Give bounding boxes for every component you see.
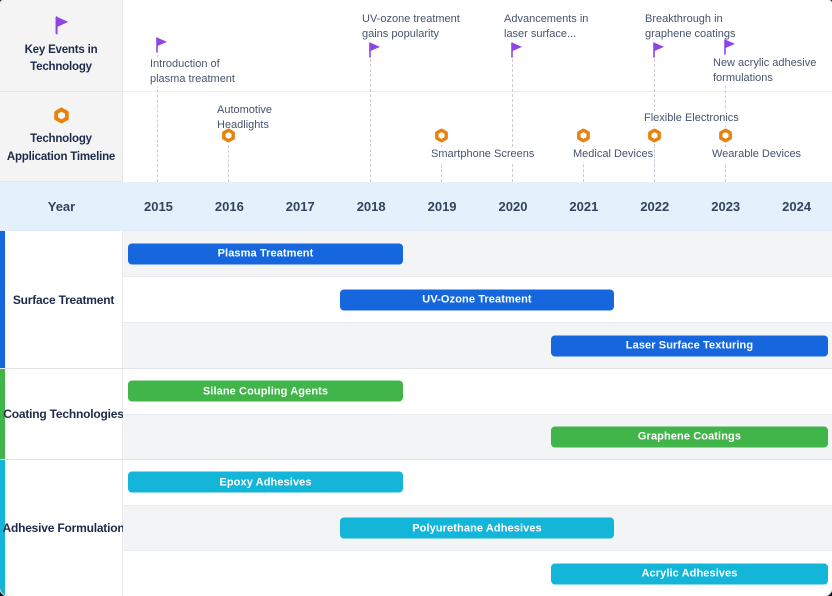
gantt-section-coating-technologies: Coating Technologies Silane Coupling Age… — [0, 368, 832, 459]
flag-icon[interactable] — [153, 36, 169, 54]
year-tick: 2017 — [285, 198, 315, 214]
task-bar-acrylic-adhesives[interactable]: Acrylic Adhesives — [551, 563, 828, 585]
section-accent-strip — [0, 369, 5, 459]
flag-icon[interactable] — [366, 41, 382, 59]
guide-line-2020 — [512, 59, 513, 182]
key-event-label: Breakthrough in graphene coatings — [644, 12, 758, 42]
task-bar-graphene-coatings[interactable]: Graphene Coatings — [551, 426, 828, 448]
gantt-row: Silane Coupling Agents — [123, 369, 832, 414]
year-tick: 2020 — [498, 198, 528, 214]
guide-line-2016-app — [228, 145, 229, 182]
year-tick: 2023 — [711, 198, 741, 214]
app-timeline-header-cell: Technology Application Timeline — [0, 92, 123, 182]
year-axis-title: Year — [47, 198, 76, 214]
gantt-row: Laser Surface Texturing — [123, 322, 832, 368]
year-tick: 2018 — [356, 198, 386, 214]
guide-line-2018 — [370, 59, 371, 182]
task-bar-silane-coupling-agents[interactable]: Silane Coupling Agents — [128, 380, 403, 402]
guide-line-2022-app — [654, 145, 655, 182]
year-tick: 2021 — [569, 198, 599, 214]
year-tick: 2024 — [782, 198, 812, 214]
hexagon-marker-icon — [53, 107, 69, 124]
task-bar-epoxy-adhesives[interactable]: Epoxy Adhesives — [128, 471, 403, 493]
app-event-label: Wearable Devices — [711, 147, 803, 162]
guide-line-2019-app — [441, 145, 442, 182]
gantt-section-adhesive-formulation: Adhesive Formulation Epoxy Adhesives Pol… — [0, 459, 832, 596]
flag-icon[interactable] — [508, 41, 524, 59]
app-event-label: Medical Devices — [572, 147, 655, 162]
gantt-row: Epoxy Adhesives — [123, 460, 832, 505]
section-accent-strip — [0, 460, 5, 596]
task-bar-polyurethane-adhesives[interactable]: Polyurethane Adhesives — [340, 517, 614, 539]
gantt-body: Surface Treatment Plasma Treatment UV-Oz… — [0, 231, 832, 596]
hexagon-marker-icon[interactable] — [221, 128, 236, 143]
gantt-row: Graphene Coatings — [123, 413, 832, 459]
section-label: Coating Technologies — [3, 369, 124, 459]
year-tick: 2022 — [640, 198, 670, 214]
key-event-label: UV-ozone treatment gains popularity — [361, 12, 477, 42]
hexagon-marker-icon[interactable] — [718, 128, 733, 143]
key-event-label: Advancements in laser surface... — [503, 12, 609, 42]
year-axis-row: Year 2015 2016 2017 2018 2019 2020 2021 … — [0, 182, 832, 231]
year-tick: 2019 — [427, 198, 457, 214]
app-event-label: Smartphone Screens — [430, 147, 536, 162]
guide-line-2015 — [157, 55, 158, 182]
gantt-row: Polyurethane Adhesives — [123, 504, 832, 551]
gantt-row: UV-Ozone Treatment — [123, 276, 832, 322]
gantt-row: Plasma Treatment — [123, 231, 832, 276]
hexagon-marker-icon[interactable] — [576, 128, 591, 143]
hexagon-marker-icon[interactable] — [434, 128, 449, 143]
key-event-label: Introduction of plasma treatment — [149, 57, 253, 87]
app-event-label: Flexible Electronics — [643, 111, 740, 126]
section-accent-strip — [0, 231, 5, 368]
year-tick: 2016 — [214, 198, 244, 214]
flag-icon — [55, 15, 69, 35]
section-label: Adhesive Formulation — [2, 460, 125, 596]
key-events-header-label: Key Events in Technology — [24, 43, 98, 73]
header-row-divider — [123, 91, 832, 92]
flag-icon[interactable] — [721, 38, 737, 56]
key-event-label: New acrylic adhesive formulations — [712, 56, 832, 86]
task-bar-laser-surface-texturing[interactable]: Laser Surface Texturing — [551, 335, 828, 356]
app-event-label: Automotive Headlights — [216, 103, 296, 133]
guide-line-2021-app — [583, 145, 584, 182]
year-tick: 2015 — [143, 198, 173, 214]
hexagon-marker-icon[interactable] — [647, 128, 662, 143]
guide-line-2023-app — [725, 145, 726, 182]
task-bar-plasma-treatment[interactable]: Plasma Treatment — [128, 243, 403, 264]
task-bar-uv-ozone-treatment[interactable]: UV-Ozone Treatment — [340, 289, 614, 310]
milestone-header: Key Events in Technology Technology Appl… — [0, 0, 832, 182]
flag-icon[interactable] — [650, 41, 666, 59]
app-timeline-header-label: Technology Application Timeline — [6, 133, 116, 163]
gantt-section-surface-treatment: Surface Treatment Plasma Treatment UV-Oz… — [0, 231, 832, 368]
key-events-header-cell: Key Events in Technology — [0, 0, 123, 92]
gantt-row: Acrylic Adhesives — [123, 550, 832, 596]
section-label: Surface Treatment — [5, 231, 123, 368]
